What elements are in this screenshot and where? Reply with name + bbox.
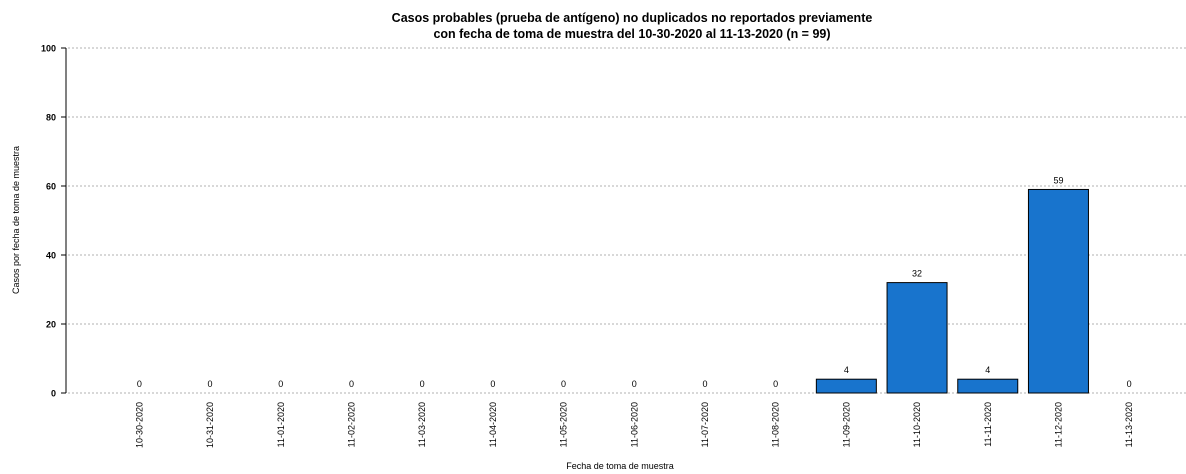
x-tick-label: 11-05-2020 [559,402,569,447]
x-tick-label: 11-02-2020 [346,402,356,447]
y-tick-label: 0 [51,389,56,399]
value-label: 32 [912,269,922,279]
value-label: 4 [985,365,990,375]
value-label: 0 [702,379,707,389]
value-label: 0 [278,379,283,389]
x-tick-label: 11-12-2020 [1053,402,1063,447]
y-tick-label: 20 [46,320,56,330]
bar [1027,188,1089,394]
x-axis-title: Fecha de toma de muestra [566,461,674,471]
y-tick-label: 80 [46,113,56,123]
x-tick-label: 11-01-2020 [276,402,286,447]
x-tick-label: 10-30-2020 [134,402,144,448]
x-tick-label: 11-09-2020 [841,402,851,447]
x-tick-label: 11-04-2020 [488,402,498,447]
y-tick-label: 100 [41,44,56,54]
bar [815,378,877,394]
x-tick-label: 11-11-2020 [983,402,993,447]
value-label: 0 [349,379,354,389]
bar [957,378,1019,394]
y-tick-label: 40 [46,251,56,261]
value-label: 4 [844,365,849,375]
value-label: 0 [632,379,637,389]
x-tick-label: 11-06-2020 [629,402,639,447]
bar [886,282,948,394]
value-label: 0 [490,379,495,389]
x-tick-label: 10-31-2020 [205,402,215,448]
x-tick-label: 11-10-2020 [912,402,922,447]
value-label: 59 [1053,175,1063,185]
x-tick-label: 11-03-2020 [417,402,427,447]
x-tick-label: 11-07-2020 [700,402,710,447]
chart-title-line: Casos probables (prueba de antígeno) no … [392,11,873,25]
y-tick-label: 60 [46,182,56,192]
value-label: 0 [773,379,778,389]
value-label: 0 [137,379,142,389]
y-axis-title: Casos por fecha de toma de muestra [11,146,21,294]
x-tick-label: 11-08-2020 [771,402,781,447]
value-label: 0 [208,379,213,389]
chart-title-line: con fecha de toma de muestra del 10-30-2… [433,27,830,41]
value-label: 0 [1127,379,1132,389]
value-label: 0 [561,379,566,389]
x-tick-label: 11-13-2020 [1124,402,1134,447]
value-label: 0 [420,379,425,389]
